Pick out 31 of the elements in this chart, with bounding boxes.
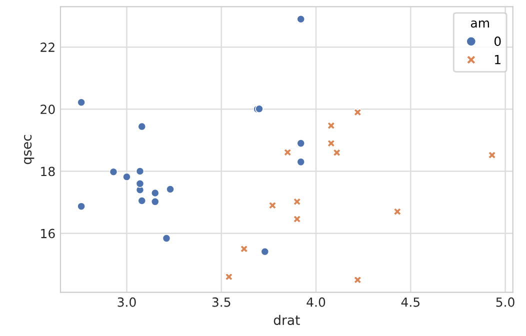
x-tick-label: 4.5 bbox=[401, 298, 420, 307]
point bbox=[136, 167, 144, 176]
point bbox=[109, 168, 118, 176]
x-tick-label: 3.0 bbox=[118, 297, 136, 307]
y-tick-label: 16 bbox=[41, 228, 55, 238]
y-tick-label: 22 bbox=[40, 42, 54, 52]
point bbox=[136, 179, 144, 188]
point bbox=[296, 14, 306, 24]
point bbox=[138, 122, 146, 131]
point bbox=[150, 188, 160, 198]
point bbox=[138, 196, 146, 205]
x-tick-label: 4.0 bbox=[306, 297, 326, 307]
x-axis-title: drat bbox=[274, 314, 300, 326]
point bbox=[77, 202, 86, 211]
legend-label: 1 bbox=[495, 55, 500, 64]
point bbox=[296, 139, 306, 148]
point bbox=[162, 234, 171, 243]
legend-label: 0 bbox=[494, 36, 501, 46]
y-tick-label: 18 bbox=[41, 166, 55, 176]
legend-title: am bbox=[470, 20, 489, 28]
point bbox=[77, 98, 86, 107]
point bbox=[260, 247, 270, 256]
y-tick-label: 20 bbox=[40, 104, 55, 114]
point bbox=[150, 197, 160, 206]
x-tick-label: 5.0 bbox=[496, 297, 514, 307]
point bbox=[296, 158, 306, 166]
y-axis-title: qsec bbox=[24, 135, 34, 164]
point bbox=[166, 185, 174, 194]
x-tick-label: 3.5 bbox=[212, 297, 230, 307]
point bbox=[353, 108, 362, 116]
point bbox=[122, 172, 131, 182]
